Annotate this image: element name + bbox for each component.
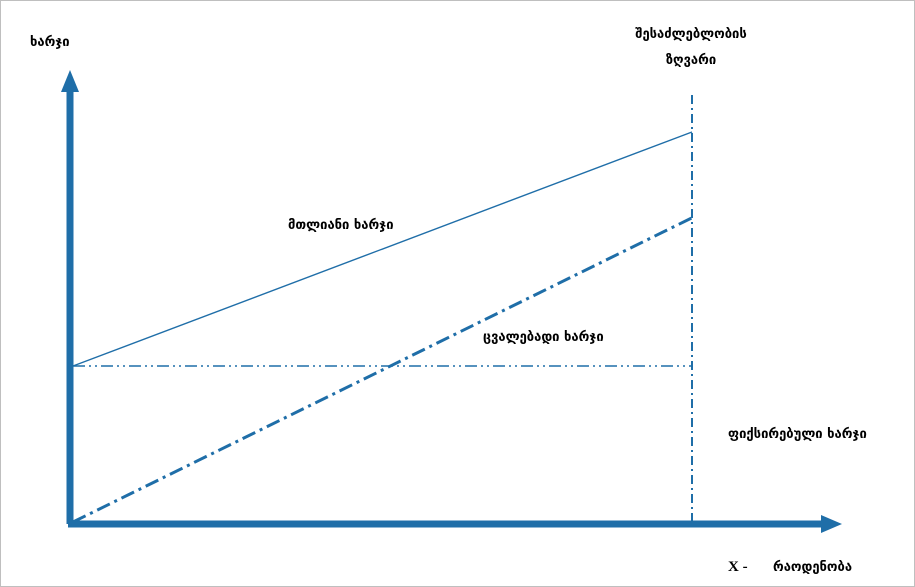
- x-axis-label: რაოდენობა: [773, 560, 852, 575]
- series-label-fixed-cost: ფიქსირებული ხარჯი: [728, 427, 867, 442]
- y-axis-label: ხარჯი: [30, 35, 70, 50]
- capacity-limit-label-line2: ზღვარი: [666, 53, 716, 68]
- x-axis-variable: X -: [728, 559, 748, 575]
- capacity-limit-label-line1: შესაძლებლობის: [635, 27, 746, 42]
- variable-cost-line: [72, 216, 693, 524]
- y-axis-arrowhead: [61, 70, 79, 92]
- x-axis-arrowhead: [821, 515, 842, 533]
- series-label-variable-cost: ცვალებადი ხარჯი: [483, 330, 604, 345]
- total-cost-line: [72, 131, 693, 367]
- series-label-total-cost: მთლიანი ხარჯი: [288, 218, 394, 233]
